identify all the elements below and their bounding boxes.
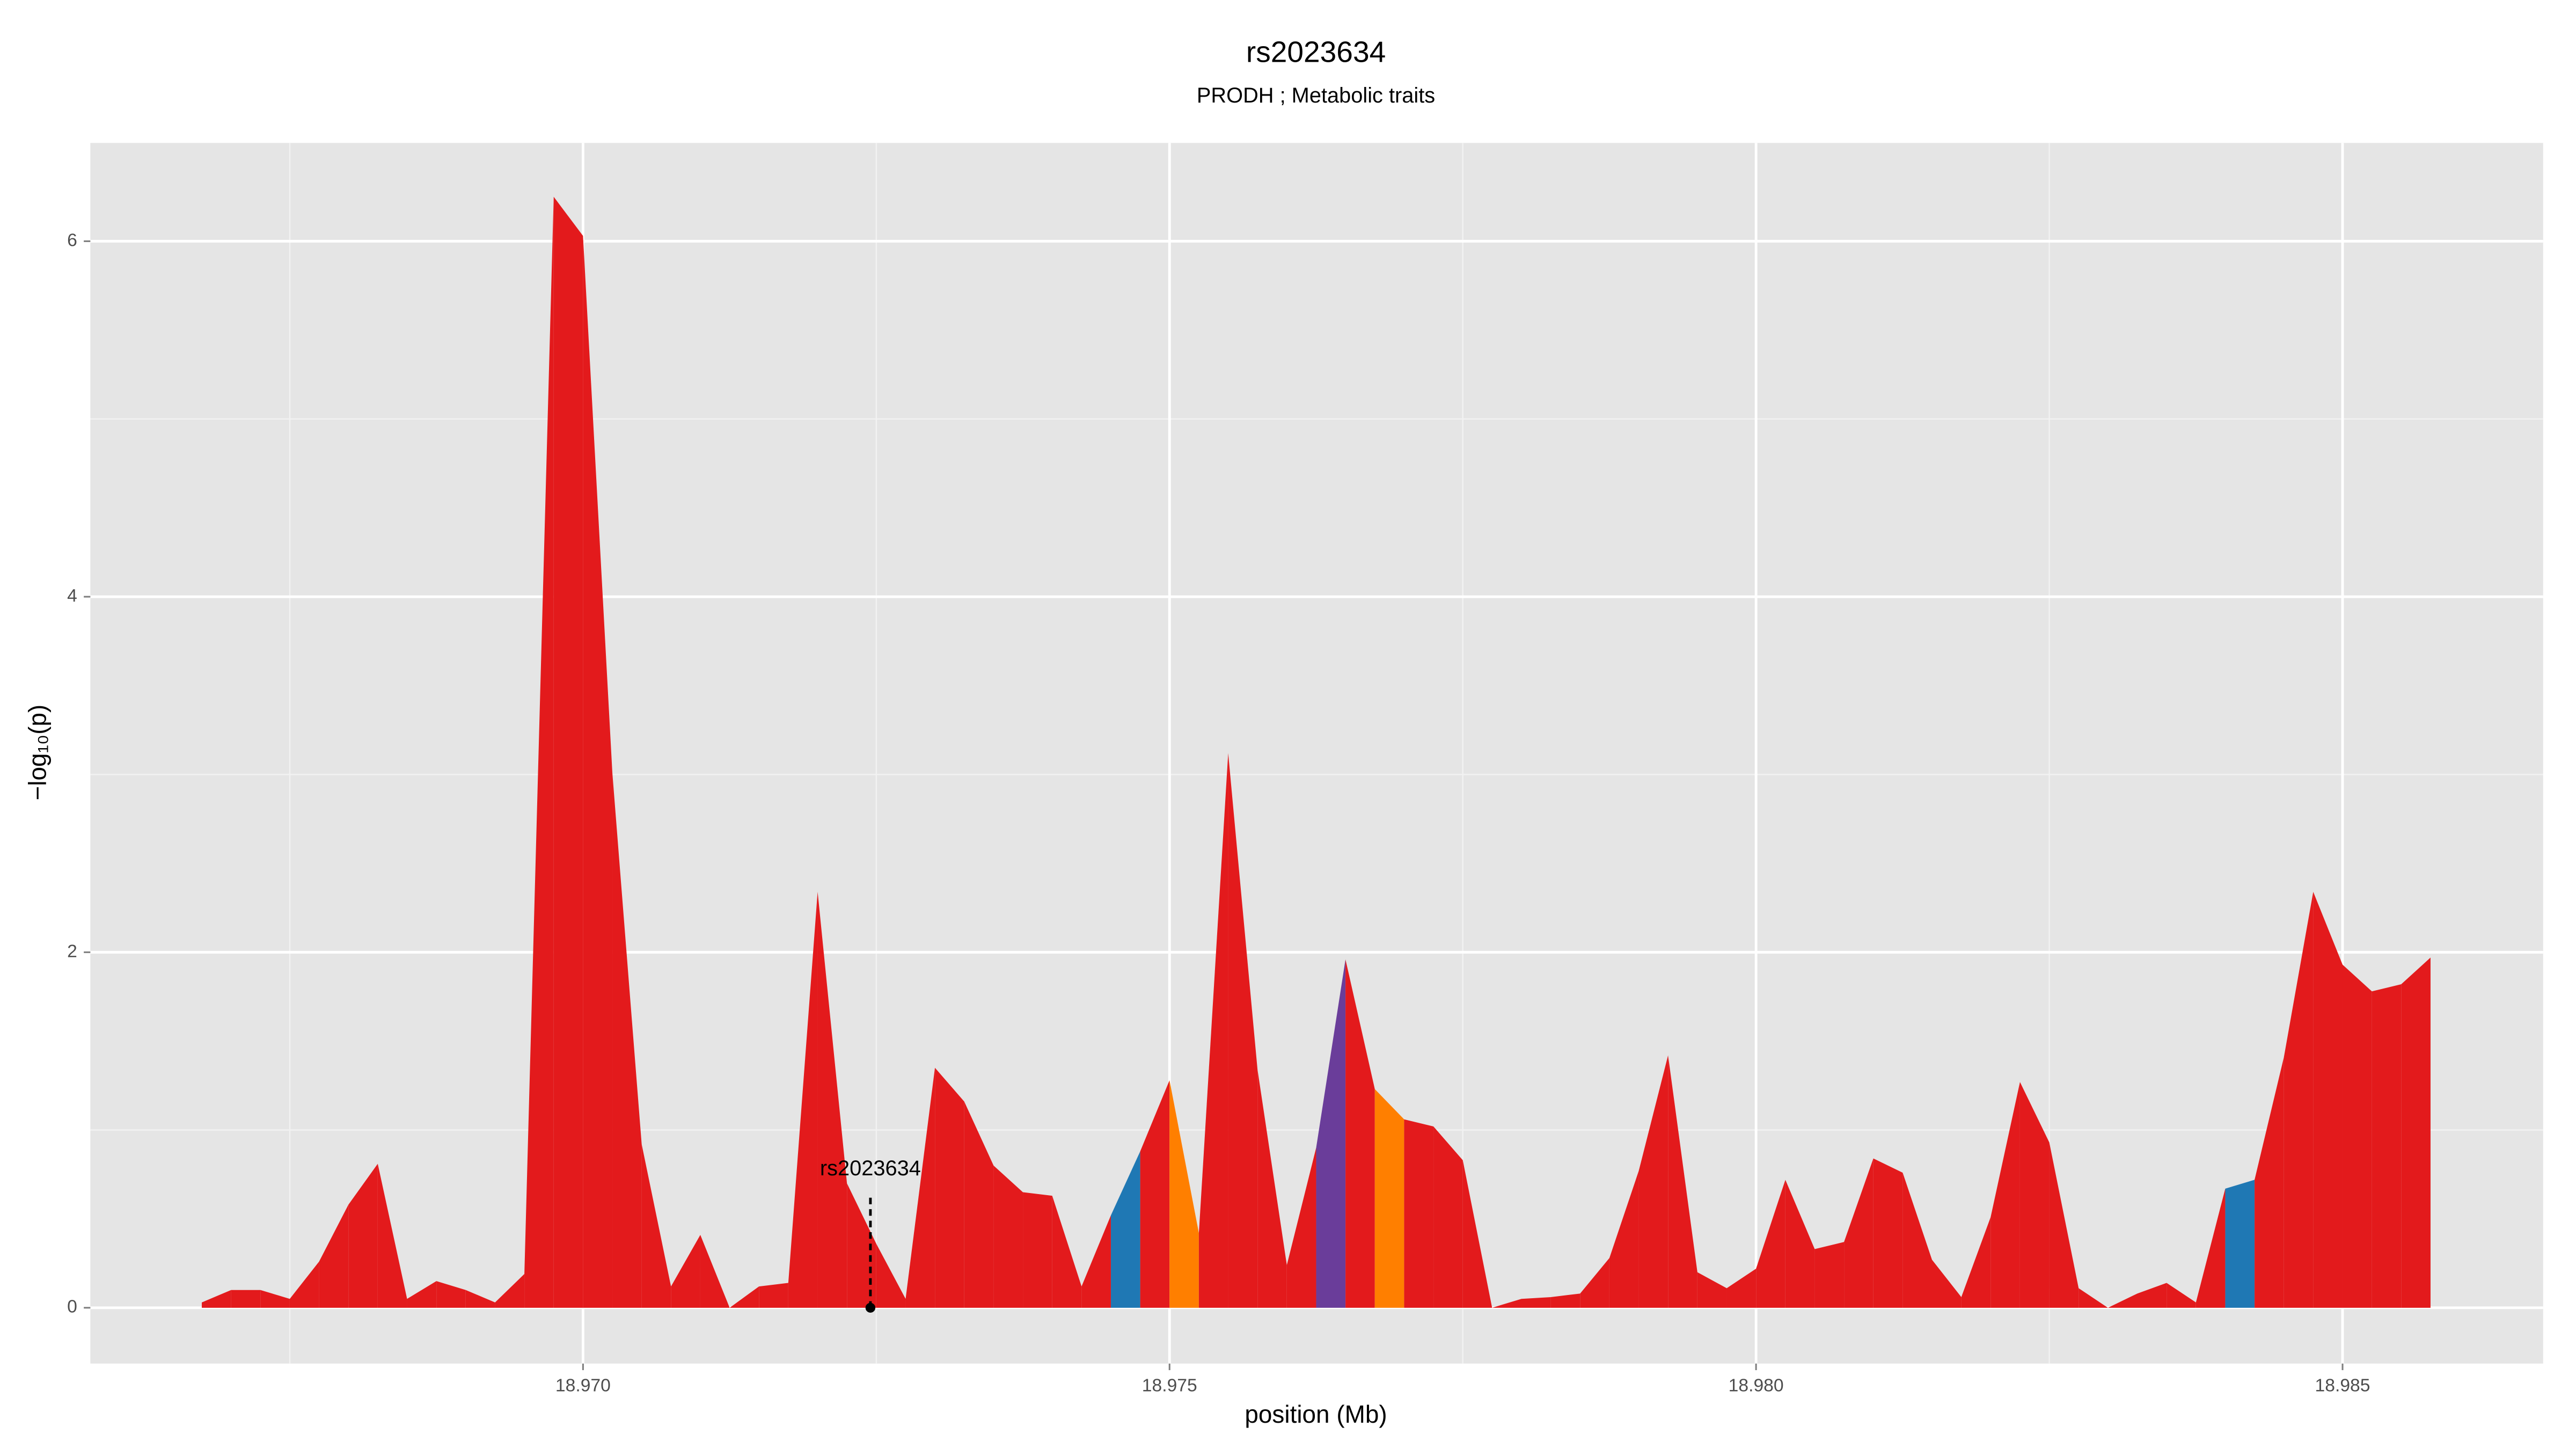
marks: rs2023634 [202, 196, 2431, 1313]
area-segment [1844, 1158, 1874, 1308]
area-segment [1140, 1080, 1170, 1308]
area-segment [553, 196, 583, 1308]
area-segment [202, 1290, 231, 1308]
area-segment [1961, 1217, 1991, 1308]
area-segment [1931, 1260, 1962, 1308]
area-segment [905, 1067, 935, 1308]
area-segment [935, 1067, 964, 1308]
area-segment [1638, 1055, 1668, 1308]
axes: 18.970 18.975 18.980 18.985 0 2 4 6 [67, 230, 2370, 1395]
area-segment [1814, 1242, 1845, 1308]
area-segment [641, 1144, 671, 1308]
area-segment [1990, 1082, 2020, 1308]
area-segment [1316, 959, 1346, 1308]
area-segment [876, 1243, 906, 1308]
area-segment [524, 196, 554, 1308]
area-segment [1902, 1173, 1932, 1308]
x-tick-label: 18.975 [1142, 1376, 1197, 1396]
area-segment [1550, 1293, 1580, 1308]
area-segment [2049, 1142, 2079, 1308]
x-axis-label: position (Mb) [1245, 1400, 1387, 1428]
area-segment [319, 1204, 349, 1308]
area-segment [289, 1261, 319, 1308]
area-segment [1286, 1147, 1316, 1308]
area-segment [465, 1290, 495, 1308]
area-segment [1257, 1069, 1287, 1308]
area-segment [964, 1101, 994, 1308]
area-segment [2167, 1283, 2196, 1308]
x-tick-label: 18.970 [555, 1376, 611, 1396]
area-segment [2019, 1082, 2050, 1308]
area-segment [1785, 1180, 1815, 1308]
area-segment [260, 1290, 290, 1308]
area-segment [2255, 1057, 2284, 1308]
area-segment [1081, 1215, 1111, 1308]
area-segment [583, 236, 613, 1308]
marker-point [865, 1302, 876, 1313]
area-segment [407, 1281, 437, 1308]
area-segment [1198, 753, 1228, 1308]
area-segment [495, 1274, 525, 1308]
area-segment [1169, 1080, 1199, 1308]
area-segment [817, 891, 847, 1308]
area-segment [700, 1235, 730, 1308]
area-segment [1374, 1089, 1404, 1308]
area-segment [1433, 1126, 1463, 1308]
area-segment [1873, 1158, 1903, 1308]
x-tick-label: 18.985 [2315, 1376, 2370, 1396]
area-segment [729, 1286, 759, 1308]
area-segment [2343, 964, 2372, 1308]
area-segment [2284, 891, 2314, 1308]
area-segment [231, 1290, 261, 1308]
area-segment [1697, 1272, 1727, 1308]
marker-label: rs2023634 [820, 1157, 921, 1180]
area-segment [2372, 984, 2402, 1308]
area-segment [1228, 753, 1258, 1308]
x-tick-label: 18.980 [1729, 1376, 1784, 1396]
area-segment [1492, 1299, 1521, 1308]
area-segment [377, 1163, 407, 1308]
area-segment [2196, 1188, 2226, 1308]
y-axis-label: −log₁₀(p) [24, 705, 52, 801]
area-segment [1404, 1119, 1434, 1308]
area-segment [1609, 1170, 1639, 1308]
area-segment [612, 772, 642, 1308]
area-segment [1580, 1258, 1609, 1308]
area-segment [993, 1165, 1023, 1308]
area-segment [1023, 1192, 1052, 1308]
area-segment [348, 1163, 378, 1308]
area-segment [2401, 957, 2431, 1308]
area-segment [1668, 1055, 1697, 1308]
area-segment [1521, 1297, 1551, 1308]
chart-title: rs2023634 [1246, 35, 1386, 69]
area-segment [671, 1235, 700, 1308]
chart-subtitle: PRODH ; Metabolic traits [1197, 84, 1435, 107]
area-segment [788, 891, 818, 1308]
area-segment [1345, 959, 1375, 1308]
area-segment [2313, 891, 2343, 1308]
area-segment [1110, 1151, 1140, 1308]
area-segment [847, 1183, 876, 1308]
area-segment [2225, 1180, 2255, 1308]
area-segment [759, 1283, 788, 1308]
area-segment [1052, 1196, 1082, 1308]
area-segment [1756, 1180, 1785, 1308]
area-segment [436, 1281, 466, 1308]
y-tick-label: 0 [67, 1297, 77, 1317]
y-tick-label: 4 [67, 586, 77, 606]
y-tick-label: 2 [67, 941, 77, 961]
y-tick-label: 6 [67, 230, 77, 250]
area-segment [2137, 1283, 2167, 1308]
area-segment [1726, 1268, 1757, 1308]
